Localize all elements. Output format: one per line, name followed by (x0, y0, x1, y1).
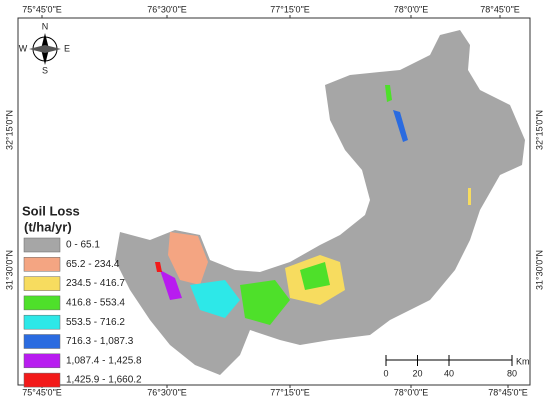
zone (240, 280, 290, 325)
legend-swatch (23, 353, 61, 369)
legend-swatch (23, 372, 61, 388)
zone (300, 262, 330, 290)
bottom-coord-label: 78°0'0"E (394, 387, 429, 397)
left-coord-label: 32°15'0"N (4, 110, 14, 150)
legend-label: 1,087.4 - 1,425.8 (66, 355, 142, 366)
legend-label: 234.5 - 416.7 (66, 278, 125, 289)
compass-east: E (64, 43, 70, 53)
compass: N E S W (19, 21, 70, 75)
top-coord-label: 77°15'0"E (270, 4, 310, 14)
bottom-coord-label: 76°30'0"E (147, 387, 187, 397)
region (115, 30, 525, 375)
legend-swatch (23, 295, 61, 311)
scale-label: 80 (507, 368, 517, 378)
right-coord-label: 32°15'0"N (534, 110, 544, 150)
legend-swatch (23, 276, 61, 291)
top-coord-label: 75°45'0"E (22, 4, 62, 14)
legend-swatch (23, 237, 61, 253)
legend-label: 65.2 - 234.4 (66, 259, 120, 270)
zone (385, 85, 392, 102)
compass-needle (29, 45, 61, 53)
scale-label: 40 (444, 368, 454, 378)
top-coord-label: 78°45'0"E (480, 4, 520, 14)
compass-south: S (42, 65, 48, 75)
legend-label: 0 - 65.1 (66, 240, 100, 251)
scale-label: 20 (412, 368, 422, 378)
legend-label: 716.3 - 1,087.3 (66, 336, 134, 347)
scale-label: 0 (383, 368, 388, 378)
zone (168, 232, 208, 285)
zone (155, 262, 162, 272)
zone (190, 280, 240, 318)
zone (393, 110, 408, 142)
legend-label: 416.8 - 553.4 (66, 298, 125, 309)
bottom-coord-label: 78°45'0"E (488, 387, 528, 397)
zone (468, 188, 471, 205)
top-coord-label: 78°0'0"E (394, 4, 429, 14)
legend-title: Soil Loss (22, 203, 80, 218)
legend-label: 553.5 - 716.2 (66, 317, 125, 328)
legend-label: 1,425.9 - 1,660.2 (66, 375, 142, 386)
bottom-coord-label: 75°45'0"E (22, 387, 62, 397)
left-coord-label: 31°30'0"N (4, 250, 14, 290)
bottom-coord-label: 77°15'0"E (270, 387, 310, 397)
legend-swatch (23, 314, 61, 330)
compass-west: W (19, 43, 28, 53)
scale-unit: Km (516, 356, 530, 366)
zone (160, 270, 182, 300)
legend-swatch (23, 257, 61, 272)
compass-north: N (42, 21, 49, 31)
top-coord-label: 76°30'0"E (147, 4, 187, 14)
legend-swatch (23, 334, 61, 349)
right-coord-label: 31°30'0"N (534, 250, 544, 290)
legend-unit: (t/ha/yr) (24, 219, 72, 234)
